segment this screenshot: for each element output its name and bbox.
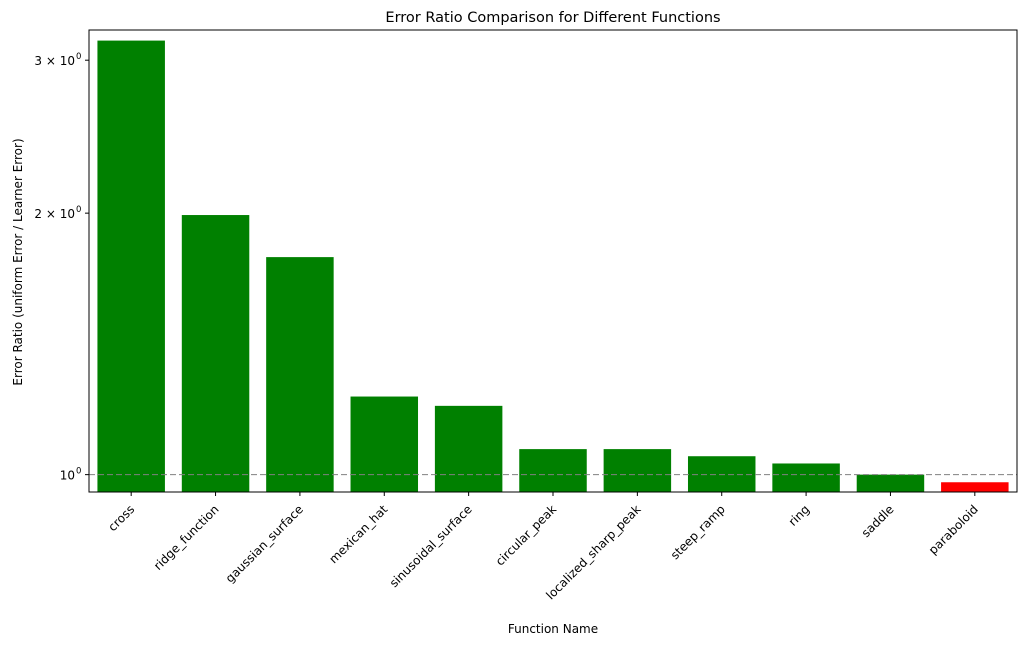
- y-tick-label: 3 × 10: [34, 54, 75, 68]
- y-axis-label: Error Ratio (uniform Error / Learner Err…: [11, 138, 25, 385]
- bar-saddle: [856, 474, 925, 492]
- x-tick-label: saddle: [859, 502, 897, 540]
- y-tick-exponent: 0: [76, 467, 81, 477]
- y-tick-label: 2 × 10: [34, 207, 75, 221]
- bar-gaussian_surface: [266, 257, 334, 492]
- y-tick-label: 10: [60, 469, 75, 483]
- x-tick-label: steep_ramp: [668, 502, 728, 562]
- bar-ridge_function: [181, 215, 250, 492]
- bars-group: [97, 40, 1009, 492]
- x-tick-label: cross: [105, 502, 137, 534]
- y-axis-ticks: 10 02 × 10 03 × 10 0: [34, 52, 89, 483]
- x-tick-label: sinusoidal_surface: [387, 502, 475, 590]
- bar-circular_peak: [519, 449, 587, 492]
- bar-mexican_hat: [350, 396, 419, 492]
- bar-steep_ramp: [687, 456, 756, 492]
- x-axis-ticks: cross ridge_function gaussian_surface mexic…: [105, 492, 981, 602]
- bar-paraboloid: [941, 482, 1009, 492]
- x-tick-label: paraboloid: [926, 502, 981, 557]
- bar-cross: [97, 40, 165, 492]
- x-tick-label: localized_sharp_peak: [543, 502, 643, 602]
- x-tick-label: mexican_hat: [326, 502, 390, 566]
- y-tick-exponent: 0: [76, 205, 81, 215]
- x-tick-label: gaussian_surface: [223, 502, 306, 585]
- x-axis-label: Function Name: [508, 622, 598, 636]
- y-tick-exponent: 0: [76, 52, 81, 62]
- bar-sinusoidal_surface: [434, 405, 503, 492]
- bar-ring: [772, 463, 840, 492]
- x-tick-label: ring: [786, 502, 813, 529]
- chart-title: Error Ratio Comparison for Different Fun…: [385, 10, 720, 26]
- x-tick-label: circular_peak: [493, 502, 559, 568]
- x-tick-label: ridge_function: [151, 502, 222, 573]
- bar-localized_sharp_peak: [603, 449, 672, 492]
